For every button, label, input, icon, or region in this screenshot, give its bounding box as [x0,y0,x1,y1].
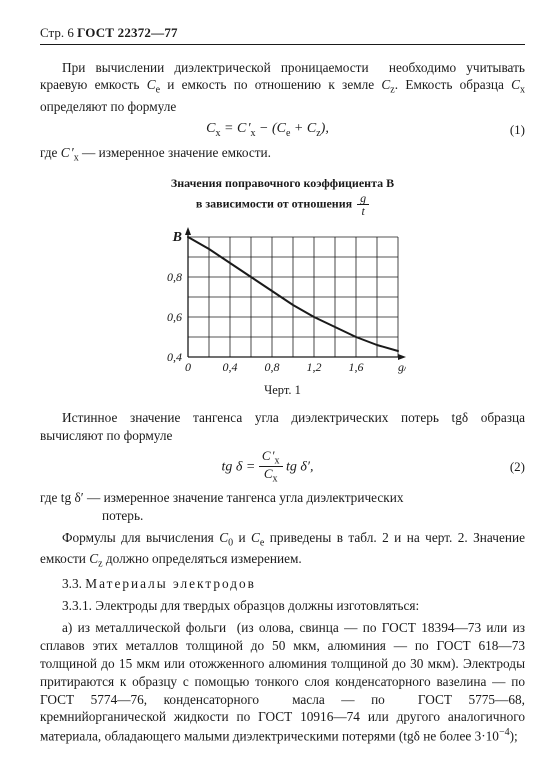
correction-coefficient-chart: 0,40,60,8B00,40,81,21,6g/t [160,223,406,375]
chart-caption-line2: в зависимости от отношения g t [40,192,525,217]
svg-text:0,8: 0,8 [264,360,279,374]
svg-text:B: B [171,230,181,245]
svg-text:0,8: 0,8 [167,270,182,284]
svg-text:0,6: 0,6 [167,310,182,324]
standard-code: ГОСТ 22372—77 [77,25,178,40]
figure-label: Черт. 1 [40,382,525,399]
chart-container: 0,40,60,8B00,40,81,21,6g/t [40,223,525,380]
formula-2-body: tg δ = C ′x Cx tg δ′, [40,449,495,485]
formula-1-body: Cx = C ′x − (Ce + Cz), [40,120,495,140]
svg-text:0: 0 [185,360,191,374]
svg-text:0,4: 0,4 [167,350,182,364]
formula-2-number: (2) [495,458,525,476]
paragraph-1: При вычислении диэлектрической проницаем… [40,59,525,116]
page-header: Стр. 6 ГОСТ 22372—77 [40,24,525,42]
svg-text:1,6: 1,6 [348,360,363,374]
paragraph-6: 3.3. Материалы электродов [40,575,525,593]
paragraph-7: 3.3.1. Электроды для твердых образцов до… [40,597,525,615]
page-number: Стр. 6 [40,25,74,40]
formula-2: tg δ = C ′x Cx tg δ′, (2) [40,449,525,485]
paragraph-5: Формулы для вычисления C0 и Ce приведены… [40,529,525,571]
svg-text:1,2: 1,2 [306,360,321,374]
header-rule [40,44,525,45]
svg-text:g/t: g/t [398,360,406,374]
paragraph-2: где C ′x — измеренное значение емкости. [40,144,525,165]
chart-caption-fraction: g t [357,192,369,217]
formula-1: Cx = C ′x − (Ce + Cz), (1) [40,120,525,140]
chart-caption: Значения поправочного коэффициента B в з… [40,175,525,217]
paragraph-4: где tg δ′ — измеренное значение тангенса… [40,489,525,525]
paragraph-8: а) из металлической фольги (из олова, св… [40,619,525,746]
chart-caption-line1: Значения поправочного коэффициента B [40,175,525,192]
svg-text:0,4: 0,4 [222,360,237,374]
paragraph-3: Истинное значение тангенса угла диэлектр… [40,409,525,445]
formula-1-number: (1) [495,121,525,139]
document-page: Стр. 6 ГОСТ 22372—77 При вычислении диэл… [0,0,555,768]
formula-2-fraction: C ′x Cx [259,449,283,485]
